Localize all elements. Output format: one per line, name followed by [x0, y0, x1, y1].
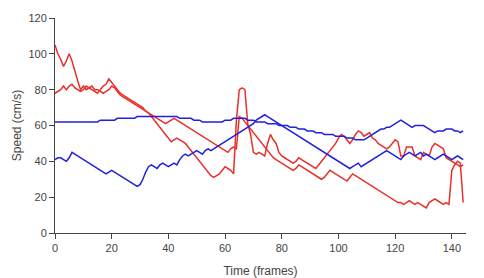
- svg-text:80: 80: [276, 242, 288, 254]
- svg-text:80: 80: [35, 84, 47, 96]
- svg-text:140: 140: [443, 242, 461, 254]
- svg-text:40: 40: [162, 242, 174, 254]
- svg-text:60: 60: [35, 119, 47, 131]
- svg-text:0: 0: [52, 242, 58, 254]
- svg-text:120: 120: [386, 242, 404, 254]
- svg-text:20: 20: [106, 242, 118, 254]
- svg-text:0: 0: [41, 227, 47, 239]
- svg-text:20: 20: [35, 191, 47, 203]
- svg-text:40: 40: [35, 155, 47, 167]
- svg-text:100: 100: [28, 48, 46, 60]
- svg-text:Speed (cm/s): Speed (cm/s): [10, 90, 24, 161]
- svg-text:100: 100: [329, 242, 347, 254]
- svg-text:120: 120: [28, 12, 46, 24]
- svg-text:Time (frames): Time (frames): [223, 264, 297, 278]
- svg-text:60: 60: [219, 242, 231, 254]
